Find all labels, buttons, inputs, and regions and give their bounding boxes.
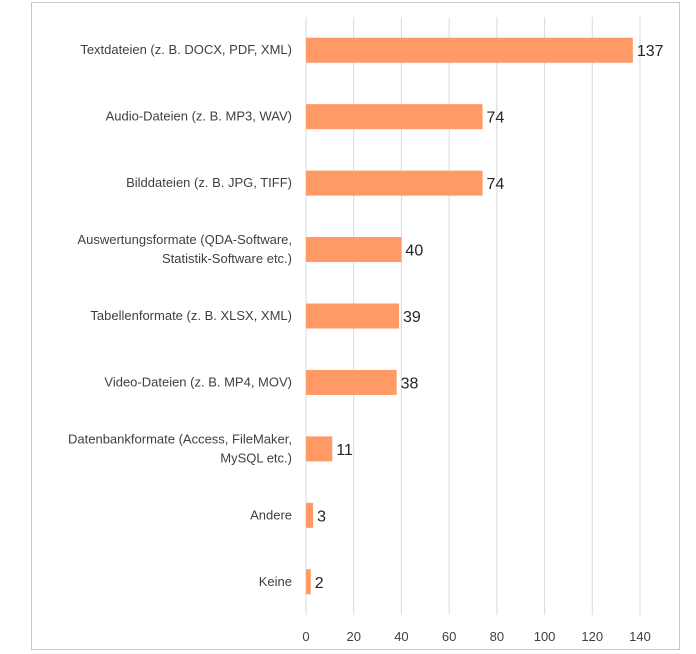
x-tick-label: 80: [490, 629, 504, 644]
bar: [306, 37, 633, 63]
category-label: Keine: [259, 574, 292, 589]
x-tick-label: 20: [346, 629, 360, 644]
category-label: Audio-Dateien (z. B. MP3, WAV): [106, 109, 292, 124]
data-label: 38: [401, 375, 419, 392]
x-tick-label: 40: [394, 629, 408, 644]
category-label: MySQL etc.): [220, 450, 292, 465]
bar: [306, 170, 483, 196]
bar: [306, 502, 314, 528]
data-label: 11: [336, 442, 353, 459]
x-tick-label: 140: [629, 629, 651, 644]
data-label: 137: [637, 43, 664, 60]
data-label: 74: [487, 176, 505, 193]
bar: [306, 569, 311, 595]
category-label: Textdateien (z. B. DOCX, PDF, XML): [80, 42, 292, 57]
x-tick-label: 120: [581, 629, 603, 644]
bar: [306, 104, 483, 130]
category-label: Tabellenformate (z. B. XLSX, XML): [90, 308, 292, 323]
bar: [306, 369, 397, 395]
bar: [306, 436, 333, 462]
category-label: Andere: [250, 507, 292, 522]
bar: [306, 237, 402, 263]
category-label: Auswertungsformate (QDA-Software,: [77, 232, 292, 247]
bar: [306, 303, 400, 329]
x-tick-label: 0: [302, 629, 309, 644]
x-tick-label: 100: [534, 629, 556, 644]
data-label: 40: [405, 243, 423, 260]
data-label: 39: [403, 309, 421, 326]
category-label: Video-Dateien (z. B. MP4, MOV): [104, 374, 292, 389]
x-tick-label: 60: [442, 629, 456, 644]
data-label: 2: [315, 575, 324, 592]
category-label: Datenbankformate (Access, FileMaker,: [68, 431, 292, 446]
category-label: Statistik-Software etc.): [162, 251, 292, 266]
data-label: 3: [317, 508, 326, 525]
category-label: Bilddateien (z. B. JPG, TIFF): [126, 175, 292, 190]
data-label: 74: [487, 110, 505, 127]
